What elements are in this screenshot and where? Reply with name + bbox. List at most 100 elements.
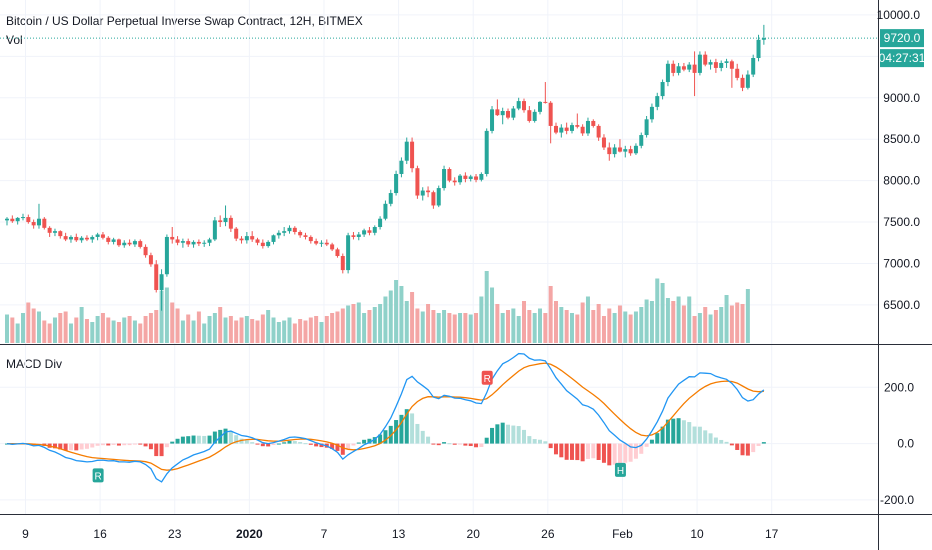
- candle-body: [292, 227, 297, 232]
- volume-bar: [484, 271, 489, 343]
- histogram-bar: [292, 441, 297, 444]
- histogram-bar: [106, 443, 111, 446]
- histogram-bar: [447, 443, 452, 445]
- candle-body: [143, 246, 148, 256]
- candle-body: [463, 175, 468, 179]
- volume-bar: [692, 316, 697, 343]
- candle-body: [751, 57, 756, 75]
- candle-body: [538, 101, 542, 112]
- volume-bar: [148, 313, 153, 343]
- candle-body: [420, 190, 425, 196]
- histogram-bar: [346, 443, 351, 450]
- histogram-bar: [138, 443, 143, 445]
- candle-body: [628, 149, 633, 154]
- volume-bar: [553, 301, 558, 343]
- histogram-bar: [495, 424, 500, 444]
- volume-bar: [303, 320, 308, 343]
- histogram-bar: [543, 441, 548, 444]
- candle-body: [244, 236, 249, 241]
- histogram-bar: [68, 443, 73, 451]
- candle-body: [458, 175, 463, 183]
- volume-bar: [719, 307, 724, 343]
- volume-bar: [575, 314, 580, 343]
- candle-body: [314, 241, 319, 244]
- candle-body: [612, 147, 617, 155]
- last-price-tag: [880, 29, 924, 48]
- histogram-bar: [303, 443, 308, 445]
- histogram-bar: [751, 443, 756, 453]
- histogram-bar: [180, 436, 185, 444]
- volume-bar: [170, 302, 175, 343]
- volume-bar: [580, 302, 585, 343]
- time-axis-label: 26: [541, 527, 555, 541]
- candle-body: [495, 109, 500, 116]
- volume-bar: [532, 313, 537, 343]
- histogram-bar: [719, 439, 724, 444]
- last-price-value: 9720.0: [884, 31, 921, 45]
- candle-body: [74, 236, 79, 241]
- volume-bar: [154, 310, 159, 343]
- candle-body: [116, 239, 121, 246]
- volume-bar: [260, 314, 265, 343]
- histogram-bar: [740, 443, 745, 456]
- histogram-bar: [154, 443, 159, 457]
- histogram-bar: [724, 441, 729, 444]
- volume-bar: [202, 323, 207, 343]
- countdown-tag: [880, 49, 924, 68]
- volume-bar: [601, 316, 606, 343]
- histogram-bar: [308, 443, 313, 445]
- volume-bar: [378, 304, 383, 343]
- candle-body: [468, 176, 473, 179]
- volume-bar: [31, 308, 36, 343]
- volume-bar: [298, 319, 303, 343]
- candle-body: [68, 236, 73, 240]
- indicator-axis-label: -200.0: [880, 493, 914, 507]
- candle-body: [665, 63, 670, 83]
- histogram-bar: [356, 442, 361, 444]
- volume-bar: [612, 313, 617, 343]
- volume-bar: [447, 313, 452, 343]
- time-axis-label: 20: [467, 527, 481, 541]
- candle-body: [298, 231, 303, 236]
- histogram-bar: [330, 443, 335, 449]
- volume-bar: [42, 320, 47, 343]
- macd-line: [6, 352, 765, 483]
- volume-bar: [436, 313, 441, 343]
- volume-bar: [431, 310, 436, 343]
- volume-bar: [596, 304, 601, 343]
- candle-body: [559, 127, 564, 133]
- histogram-bar: [223, 428, 228, 444]
- volume-bar: [548, 286, 553, 343]
- histogram-bar: [490, 427, 495, 444]
- histogram-bar: [532, 439, 537, 444]
- histogram-bar: [468, 443, 473, 447]
- candle-body: [346, 235, 351, 271]
- time-axis-label: 23: [168, 527, 182, 541]
- volume-bar: [191, 320, 196, 343]
- histogram-bar: [676, 418, 681, 444]
- time-axis-label: Feb: [612, 527, 633, 541]
- candle-body: [543, 101, 548, 103]
- histogram-bar: [399, 414, 404, 444]
- candle-body: [154, 264, 159, 290]
- price-axis-label: 7500.0: [883, 215, 920, 229]
- candle-body: [479, 173, 484, 180]
- histogram-bar: [84, 443, 89, 449]
- price-axis-label: 7000.0: [883, 256, 920, 270]
- volume-bar: [527, 310, 532, 343]
- volume-bar: [511, 308, 516, 343]
- histogram-bar: [601, 443, 606, 463]
- histogram-bar: [585, 443, 590, 459]
- indicator-label[interactable]: MACD Div: [6, 357, 62, 371]
- volume-bar: [250, 319, 255, 343]
- histogram-bar: [431, 443, 436, 445]
- candle-body: [735, 68, 740, 78]
- histogram-bar: [745, 443, 750, 456]
- volume-bar: [276, 322, 281, 343]
- candle-body: [596, 125, 601, 138]
- candle-body: [553, 125, 558, 133]
- candle-body: [202, 242, 207, 244]
- volume-bar: [633, 311, 638, 343]
- candle-body: [324, 242, 329, 245]
